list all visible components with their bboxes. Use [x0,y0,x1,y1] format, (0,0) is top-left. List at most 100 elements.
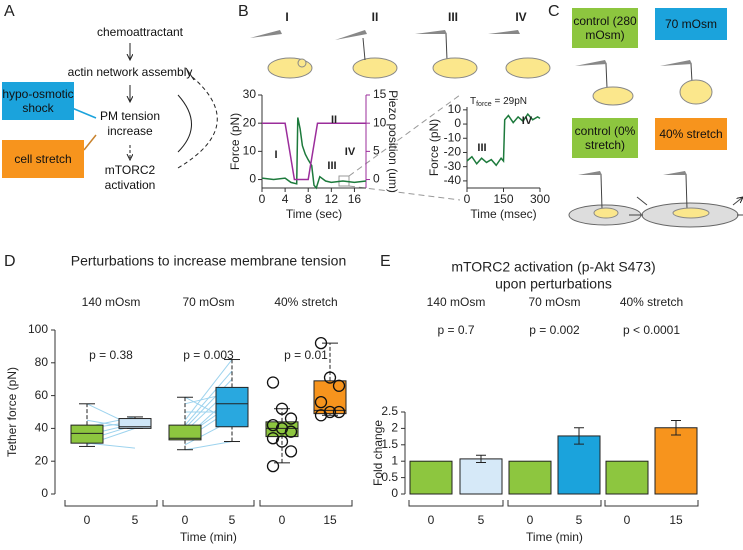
condition-label: 40% stretch [655,118,727,150]
bar [605,460,649,495]
diagram-node: actin network assembly [67,65,193,79]
x-axis-label: Time (min) [526,530,583,544]
x-tick-label: 300 [530,192,550,206]
data-point [314,336,328,350]
x-tick-label: 0 [428,513,435,527]
x-tick-label: 150 [493,192,513,206]
x-tick-label: 4 [282,192,289,206]
x-tick-label: 12 [325,192,339,206]
group-label: 40% stretch [620,295,683,309]
y-tick-label: 0 [41,486,48,500]
chart-title: mTORC2 activation (p-Akt S473) [451,259,655,275]
data-point [284,412,298,425]
data-point [332,405,346,419]
data-point [275,402,289,415]
box [168,424,202,441]
y-tick-label: 0 [249,172,256,186]
data-point [284,445,298,458]
panel-label: E [380,253,391,270]
y2-tick-label: 10 [373,115,387,129]
y-tick-label: -10 [444,130,462,144]
annotation: Tforce = 29pN [470,96,527,109]
chart-title: Perturbations to increase membrane tensi… [71,253,346,269]
paired-line [184,441,233,451]
group-label: 40% stretch [274,295,337,309]
bar [654,427,698,495]
box [70,424,104,444]
y-tick-label: -40 [444,173,462,187]
group-bracket [408,500,504,507]
y2-tick-label: 0 [373,172,380,186]
data-point [314,409,328,422]
x-axis-label: Time (min) [180,530,237,544]
y2-tick-label: 5 [373,144,380,158]
data-point [314,396,328,409]
y-tick-label: 40 [35,421,49,435]
y2-axis-label: Piezo position (um) [386,90,400,193]
data-point [323,371,337,384]
data-point [332,379,346,392]
y-tick-label: 0.5 [381,470,398,484]
group-label: 70 mOsm [528,295,580,309]
diagram-arrows [71,43,218,169]
x-tick-label: 0 [464,192,471,206]
annotation: III [327,160,336,172]
box [118,418,152,429]
data-point [275,435,289,448]
diagram-node: PM tension increase [99,109,161,138]
panel-label: C [548,3,560,20]
bar [459,458,503,495]
line-series [261,117,367,190]
line-series [466,112,541,167]
data-point [266,376,280,389]
error-bar [671,420,681,436]
x-tick-label: 16 [348,192,362,206]
condition-label: control (280 mOsm) [572,8,638,48]
annotation: II [331,114,337,126]
p-value: p = 0.003 [183,348,234,362]
x-tick-label: 0 [84,513,91,527]
annotation-part: T [470,96,476,107]
condition-label: control (0% stretch) [572,118,638,158]
p-value: p = 0.002 [529,323,580,337]
annotation: I [274,149,277,161]
p-value: p = 0.38 [89,348,133,362]
group-bracket [604,500,699,507]
paired-line [86,442,136,449]
y-axis-label: Force (pN) [427,119,441,176]
annotation: IV [522,115,533,127]
y-tick-label: -30 [444,159,462,173]
y-axis-label: Force (pN) [228,113,242,170]
stage-label: II [372,10,379,24]
annotation: III [477,142,486,154]
x-tick-label: 0 [624,513,631,527]
stage-label: IV [515,10,526,24]
stage-label: III [448,10,458,24]
x-tick-label: 5 [576,513,583,527]
x-tick-label: 5 [229,513,236,527]
annotation-part: force [476,101,492,108]
p-value: p = 0.7 [437,323,474,337]
y-tick-label: 20 [243,115,257,129]
data-point [266,432,280,445]
x-tick-label: 15 [669,513,683,527]
data-point [275,422,289,435]
y-tick-label: 30 [243,87,257,101]
group-bracket [162,500,255,507]
bar [409,460,453,495]
line-series [262,122,366,181]
annotation-part: = 29pN [492,96,527,107]
y-tick-label: 80 [35,355,49,369]
y-tick-label: 0 [454,116,461,130]
data-point [266,459,280,473]
data-point [284,425,298,438]
y-tick-label: 60 [35,388,49,402]
box [215,386,249,428]
x-axis-label: Time (msec) [470,207,536,221]
x-tick-label: 0 [182,513,189,527]
cartoon-cells [250,30,551,79]
panel-label: D [4,253,16,270]
cartoon-cells-c [568,60,743,228]
diagram-node: hypo-osmotic shock [2,82,74,120]
